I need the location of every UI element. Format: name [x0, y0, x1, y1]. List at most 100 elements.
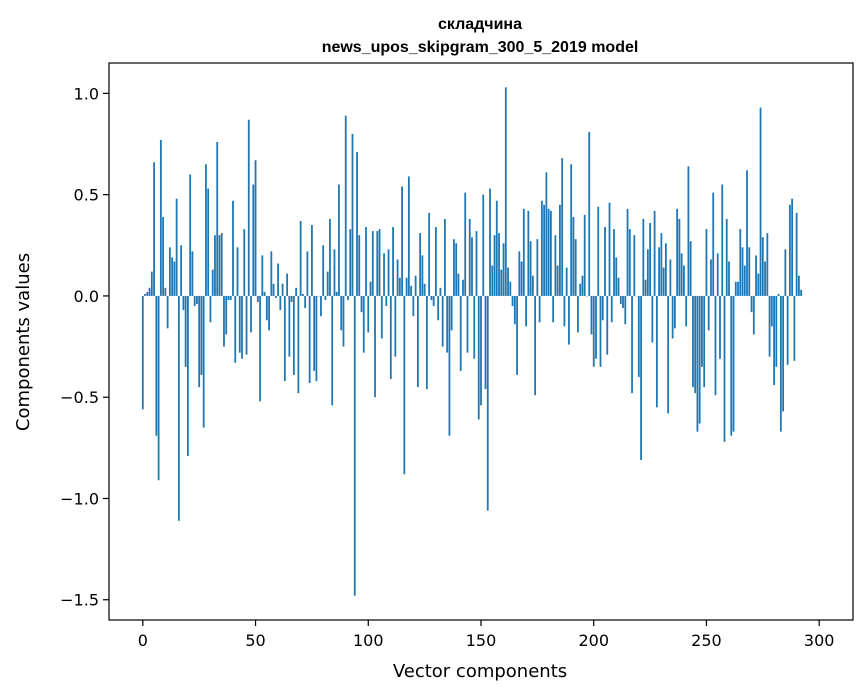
- bar: [297, 295, 300, 394]
- bar: [619, 295, 622, 305]
- bar: [412, 295, 415, 317]
- bar: [683, 265, 685, 296]
- x-axis-label: Vector components: [393, 661, 567, 682]
- bar: [166, 295, 169, 329]
- bar: [622, 295, 624, 309]
- bar: [482, 194, 485, 296]
- bar: [500, 269, 503, 296]
- bar: [782, 295, 785, 412]
- bar: [398, 277, 401, 296]
- bar: [746, 170, 748, 296]
- bar: [773, 295, 775, 386]
- bar: [786, 295, 789, 365]
- bar: [374, 295, 376, 398]
- bar: [171, 257, 174, 296]
- bar: [205, 164, 207, 296]
- bar: [335, 291, 338, 296]
- bar: [628, 229, 631, 296]
- bar: [150, 271, 153, 296]
- bar: [333, 249, 336, 296]
- bar: [207, 188, 210, 296]
- bar: [669, 259, 672, 296]
- bar: [238, 295, 241, 353]
- bar: [254, 160, 257, 296]
- bar: [378, 229, 381, 296]
- bar: [164, 287, 167, 296]
- bar: [311, 225, 313, 296]
- bar: [475, 231, 478, 296]
- bar: [737, 281, 739, 296]
- bar: [471, 237, 473, 296]
- bar: [401, 186, 403, 296]
- bar: [270, 251, 273, 296]
- bar: [640, 295, 642, 460]
- bar: [520, 261, 523, 296]
- bar: [380, 295, 383, 339]
- bar: [202, 295, 205, 428]
- bar: [779, 295, 782, 432]
- bar: [761, 237, 764, 296]
- bar: [439, 287, 442, 296]
- bar: [604, 227, 606, 296]
- bar: [216, 141, 219, 296]
- bar: [430, 295, 433, 300]
- bar: [563, 295, 566, 327]
- bar: [358, 235, 361, 296]
- bar: [229, 295, 232, 300]
- bar: [491, 265, 494, 296]
- bar: [313, 295, 316, 371]
- bar: [678, 218, 681, 296]
- bar: [410, 285, 413, 296]
- x-tick-label: 100: [353, 631, 384, 650]
- bar: [504, 87, 507, 296]
- bar: [646, 249, 649, 296]
- bar: [365, 227, 367, 296]
- bar: [220, 233, 223, 296]
- bar: [581, 275, 584, 296]
- bar: [752, 295, 755, 335]
- bar: [306, 251, 309, 296]
- bar: [626, 208, 629, 296]
- bar: [545, 172, 548, 296]
- bar: [599, 295, 602, 367]
- bar: [387, 249, 390, 296]
- bar: [705, 229, 708, 296]
- bar: [405, 277, 408, 296]
- bar: [232, 200, 234, 296]
- bar: [547, 208, 550, 296]
- bar: [173, 261, 176, 296]
- bar: [288, 295, 291, 357]
- bar: [304, 295, 307, 309]
- bar: [268, 295, 270, 331]
- bar: [766, 233, 769, 296]
- bar: [750, 295, 753, 313]
- bar: [633, 235, 636, 296]
- bar: [784, 249, 787, 296]
- bar: [493, 235, 496, 296]
- bar: [448, 295, 451, 436]
- bar: [407, 176, 410, 296]
- bar: [290, 295, 293, 303]
- bar: [473, 295, 476, 359]
- bar: [265, 295, 268, 321]
- bar: [315, 295, 318, 381]
- bar: [631, 295, 633, 394]
- bar: [649, 223, 651, 296]
- bar: [615, 257, 618, 296]
- bar: [340, 295, 343, 331]
- bar: [577, 295, 579, 333]
- bar: [196, 295, 198, 305]
- bar: [498, 233, 500, 296]
- bar: [243, 229, 246, 296]
- bar: [383, 253, 385, 296]
- bar: [732, 295, 735, 432]
- bar: [793, 295, 796, 361]
- bar: [322, 245, 325, 296]
- bar: [295, 287, 298, 296]
- bar: [671, 295, 674, 339]
- bar: [486, 295, 489, 511]
- bar: [509, 281, 512, 296]
- bar: [453, 239, 455, 296]
- bar: [534, 295, 537, 396]
- bar: [788, 204, 791, 296]
